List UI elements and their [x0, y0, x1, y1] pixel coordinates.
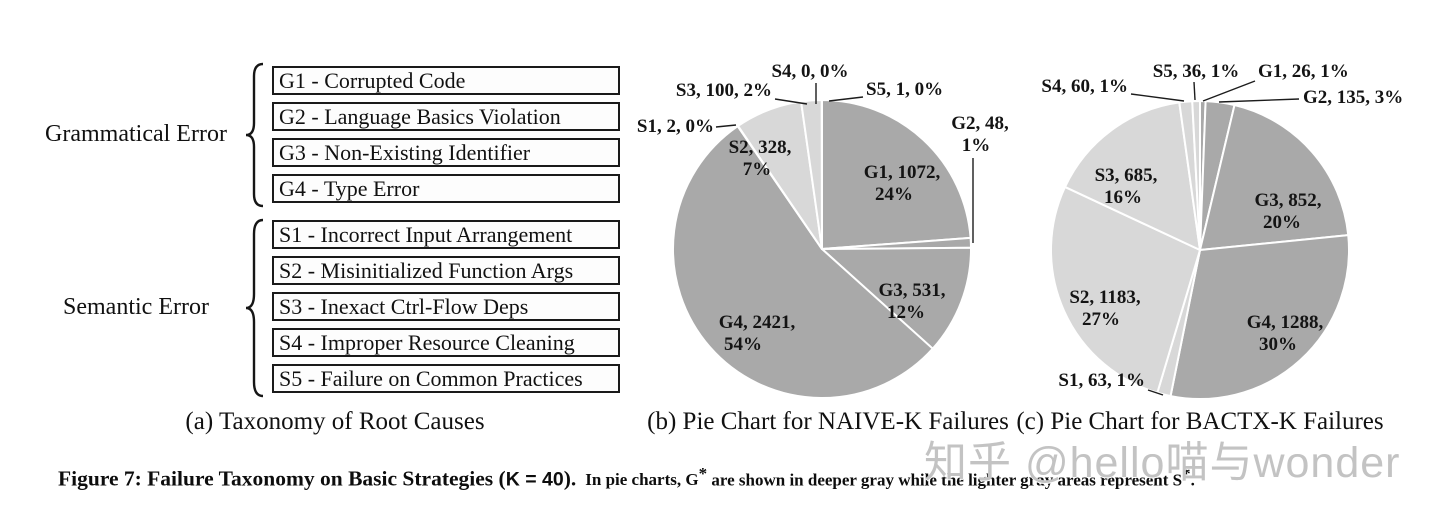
leader-g1: [1202, 80, 1256, 102]
grammatical-brace: [245, 62, 264, 208]
figure-caption-main-end: ).: [563, 466, 577, 491]
panel-c-caption: (c) Pie Chart for BACTX-K Failures: [1016, 408, 1384, 435]
pie-label-s5: S5, 1, 0%: [866, 79, 943, 100]
pie-label-g4: 54%: [724, 334, 762, 355]
pie-label-s1: S1, 63, 1%: [1058, 370, 1145, 391]
leader-s1: [715, 124, 737, 128]
figure-caption-main: Figure 7: Failure Taxonomy on Basic Stra…: [58, 466, 506, 491]
pie-label-s4: S4, 60, 1%: [1041, 76, 1128, 97]
pie-label-g4: G4, 2421,: [719, 312, 796, 333]
pie-label-s2: S2, 1183,: [1069, 287, 1141, 308]
pie-label-g2: G2, 135, 3%: [1303, 87, 1403, 108]
pie-label-g2: G2, 48,: [951, 113, 1009, 134]
leader-g2: [1218, 98, 1300, 103]
pie-label-g3: 12%: [887, 302, 925, 323]
pie-label-g1: 24%: [875, 184, 913, 205]
figure-caption-note-end: .: [1190, 470, 1195, 490]
grammatical-error-label: Grammatical Error: [45, 121, 227, 147]
pie-label-s5: S5, 36, 1%: [1153, 61, 1240, 82]
pie-label-s3: S3, 100, 2%: [676, 80, 772, 101]
figure-caption-k: K = 40: [505, 468, 564, 491]
pie-label-g3: G3, 852,: [1254, 190, 1321, 211]
pie-label-g1: G1, 26, 1%: [1258, 61, 1349, 82]
slice-b-g3: [821, 246, 973, 350]
figure-caption-star-g: *: [698, 464, 708, 483]
pie-label-g1: G1, 1072,: [864, 162, 941, 183]
figure-caption-note: In pie charts, G: [585, 470, 699, 490]
slice-c-g4: [1169, 234, 1350, 400]
pie-label-g3: 20%: [1263, 212, 1301, 233]
pie-chart-naive-k: G1, 1072,24% G2, 48,1% G3, 531,12% G4, 2421…: [637, 61, 1009, 399]
leader-s4: [1130, 93, 1185, 102]
pie-label-g3: G3, 531,: [878, 280, 945, 301]
taxonomy-box-g4: G4 - Type Error: [272, 174, 620, 203]
taxonomy-box-g2: G2 - Language Basics Violation: [272, 102, 620, 131]
figure-caption-star-s: *: [1182, 464, 1191, 483]
slice-c-s2: [1050, 185, 1201, 394]
figure-caption: Figure 7: Failure Taxonomy on Basic Stra…: [58, 464, 1398, 491]
semantic-brace: [245, 218, 264, 398]
slice-c-s3: [1064, 101, 1201, 251]
pie-label-s4: S4, 0, 0%: [771, 61, 848, 82]
pie-label-g2: 1%: [962, 135, 991, 156]
leader-s3: [774, 98, 808, 105]
taxonomy-box-g3: G3 - Non-Existing Identifier: [272, 138, 620, 167]
figure-caption-note-mid: are shown in deeper gray while the light…: [707, 470, 1183, 490]
taxonomy-box-s2: S2 - Misinitialized Function Args: [272, 256, 620, 285]
pie-label-s3: 16%: [1104, 187, 1142, 208]
zhihu-watermark: 知乎 @hello喵与wonder: [924, 439, 1401, 487]
pie-label-g4: 30%: [1259, 334, 1297, 355]
semantic-error-label: Semantic Error: [63, 294, 209, 320]
taxonomy-box-s5: S5 - Failure on Common Practices: [272, 364, 620, 393]
pie-label-s2: 7%: [743, 159, 772, 180]
taxonomy-box-g1: G1 - Corrupted Code: [272, 66, 620, 95]
taxonomy-box-s4: S4 - Improper Resource Cleaning: [272, 328, 620, 357]
panel-a-caption: (a) Taxonomy of Root Causes: [185, 408, 485, 435]
pie-chart-bactx-k: G1, 26, 1% G2, 135, 3% G3, 852,20% G4, 1288…: [1041, 61, 1403, 400]
pie-label-s3: S3, 685,: [1095, 165, 1158, 186]
slice-b-g4: [672, 125, 934, 399]
taxonomy-box-s1: S1 - Incorrect Input Arrangement: [272, 220, 620, 249]
slice-c-g3: [1199, 104, 1350, 251]
slice-c-s5: [1191, 99, 1201, 251]
slice-b-g1: [821, 99, 972, 250]
pie-label-s1: S1, 2, 0%: [637, 116, 714, 137]
leader-s5: [828, 96, 864, 102]
pie-label-s2: 27%: [1082, 309, 1120, 330]
pie-label-g4: G4, 1288,: [1247, 312, 1324, 333]
leader-s5: [1193, 81, 1196, 101]
taxonomy-box-s3: S3 - Inexact Ctrl-Flow Deps: [272, 292, 620, 321]
panel-b-caption: (b) Pie Chart for NAIVE-K Failures: [647, 408, 1009, 435]
leader-s1: [1147, 389, 1164, 396]
pie-label-s2: S2, 328,: [729, 137, 792, 158]
